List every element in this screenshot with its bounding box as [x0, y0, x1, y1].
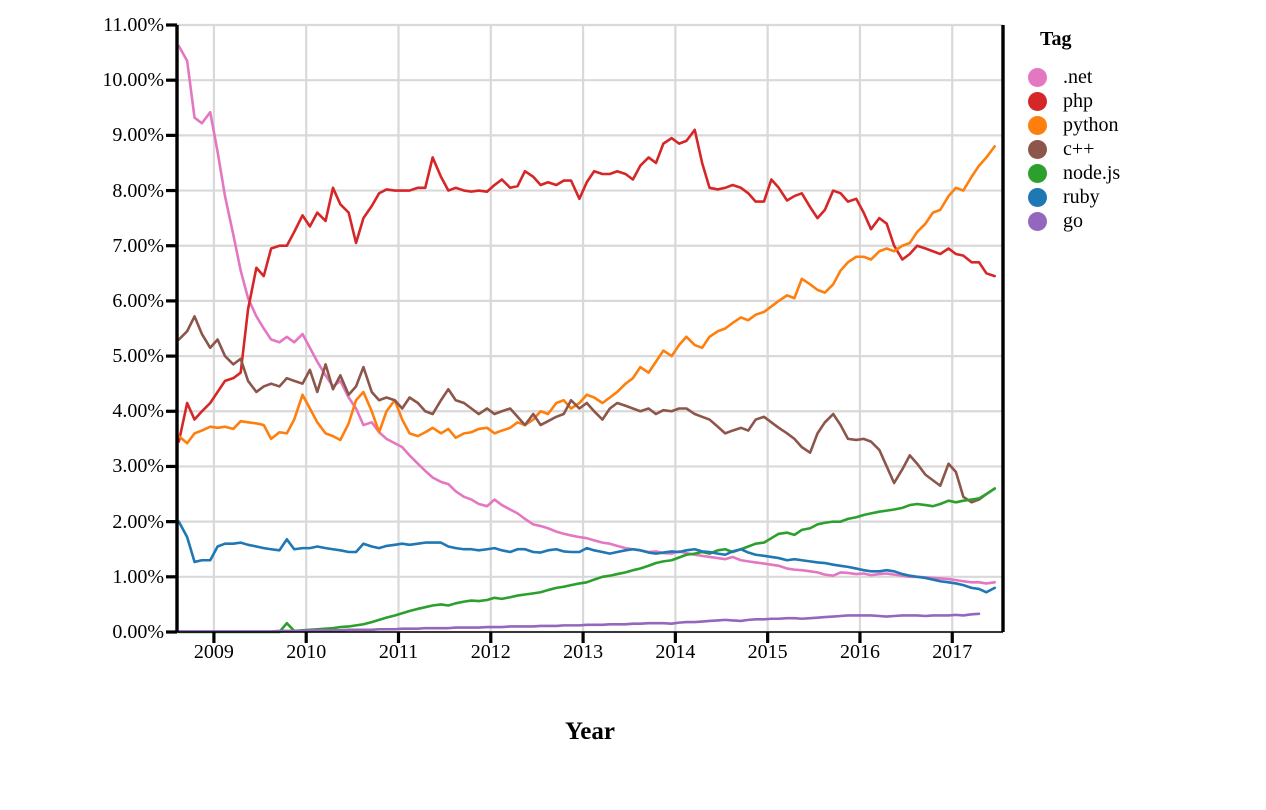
legend-label: node.js — [1063, 162, 1121, 184]
x-tick-label: 2009 — [193, 641, 234, 663]
x-tick-label: 2011 — [378, 641, 419, 663]
legend-swatch-icon — [1028, 163, 1047, 183]
legend-item-python[interactable]: python — [1028, 113, 1218, 137]
x-tick-label: 2010 — [286, 641, 327, 663]
legend-swatch-icon — [1028, 211, 1047, 231]
y-tick-label: 8.00% — [112, 179, 164, 202]
y-tick-label: 2.00% — [112, 510, 164, 533]
legend-label: python — [1063, 114, 1119, 136]
legend-swatch-icon — [1028, 67, 1047, 87]
legend-label: go — [1063, 210, 1083, 232]
legend-item-ruby[interactable]: ruby — [1028, 185, 1218, 209]
legend-item-c[interactable]: c++ — [1028, 137, 1218, 161]
legend-label: c++ — [1063, 138, 1095, 160]
y-tick-label: 10.00% — [102, 69, 164, 92]
x-tick-label: 2013 — [563, 641, 604, 663]
legend-label: .net — [1063, 66, 1093, 88]
legend-swatch-icon — [1028, 139, 1047, 159]
y-tick-label: 0.00% — [112, 621, 164, 643]
x-tick-label: 2014 — [655, 641, 696, 663]
legend-items: .net php python c++ node.js ruby go — [1028, 65, 1218, 233]
y-tick-label: 3.00% — [112, 455, 164, 478]
y-tick-label: 5.00% — [112, 345, 164, 368]
legend-label: php — [1063, 90, 1093, 112]
legend: Tag .net php python c++ node.js ruby go — [1028, 28, 1218, 233]
x-axis-title: Year — [565, 718, 615, 745]
legend-title: Tag — [1040, 28, 1072, 50]
x-tick-label: 2015 — [747, 641, 788, 663]
legend-swatch-icon — [1028, 91, 1047, 111]
legend-swatch-icon — [1028, 115, 1047, 135]
y-tick-label: 9.00% — [112, 124, 164, 147]
legend-item-go[interactable]: go — [1028, 209, 1218, 233]
x-tick-label: 2016 — [839, 641, 880, 663]
y-tick-label: 7.00% — [112, 234, 164, 257]
y-tick-label: 11.00% — [103, 14, 164, 36]
y-tick-label: 4.00% — [112, 400, 164, 423]
legend-item-php[interactable]: php — [1028, 89, 1218, 113]
x-tick-label: 2012 — [470, 641, 511, 663]
x-tick-label: 2017 — [932, 641, 973, 663]
y-tick-label: 1.00% — [112, 565, 164, 588]
legend-item-node-js[interactable]: node.js — [1028, 161, 1218, 185]
y-axis-tick-labels: 0.00% 1.00% 2.00% 3.00% 4.00% 5.00% 6.00% 7.00%… — [52, 0, 164, 810]
legend-item-net[interactable]: .net — [1028, 65, 1218, 89]
legend-swatch-icon — [1028, 187, 1047, 207]
legend-label: ruby — [1063, 186, 1100, 208]
y-tick-label: 6.00% — [112, 289, 164, 312]
